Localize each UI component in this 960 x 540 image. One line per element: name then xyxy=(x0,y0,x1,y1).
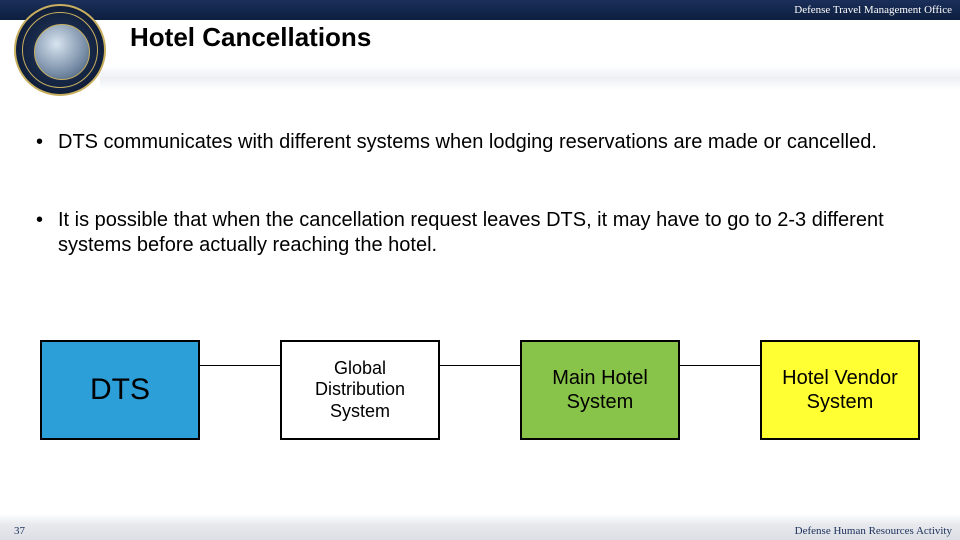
bullet-item: It is possible that when the cancellatio… xyxy=(30,208,920,259)
flow-node-gds: Global Distribution System xyxy=(280,340,440,440)
flow-edge xyxy=(680,365,760,366)
flow-node-label: Hotel Vendor System xyxy=(768,366,912,414)
flow-edge xyxy=(200,365,280,366)
dod-seal-icon xyxy=(14,4,106,96)
flow-edge xyxy=(440,365,520,366)
flow-node-label: Main Hotel System xyxy=(528,366,672,414)
footer-org: Defense Human Resources Activity xyxy=(795,525,952,537)
flow-diagram: DTS Global Distribution System Main Hote… xyxy=(40,330,920,450)
footer: 37 Defense Human Resources Activity xyxy=(0,514,960,540)
flow-node-main-hotel: Main Hotel System xyxy=(520,340,680,440)
title-underline xyxy=(100,66,960,90)
slide-title: Hotel Cancellations xyxy=(130,22,371,53)
flow-node-label: DTS xyxy=(90,372,150,408)
bullet-item: DTS communicates with different systems … xyxy=(30,130,920,156)
page-number: 37 xyxy=(14,525,25,537)
header-bar: Defense Travel Management Office xyxy=(0,0,960,20)
flow-node-vendor: Hotel Vendor System xyxy=(760,340,920,440)
flow-node-dts: DTS xyxy=(40,340,200,440)
flow-node-label: Global Distribution System xyxy=(288,358,432,423)
header-org: Defense Travel Management Office xyxy=(794,4,952,16)
content-area: DTS communicates with different systems … xyxy=(0,130,960,311)
